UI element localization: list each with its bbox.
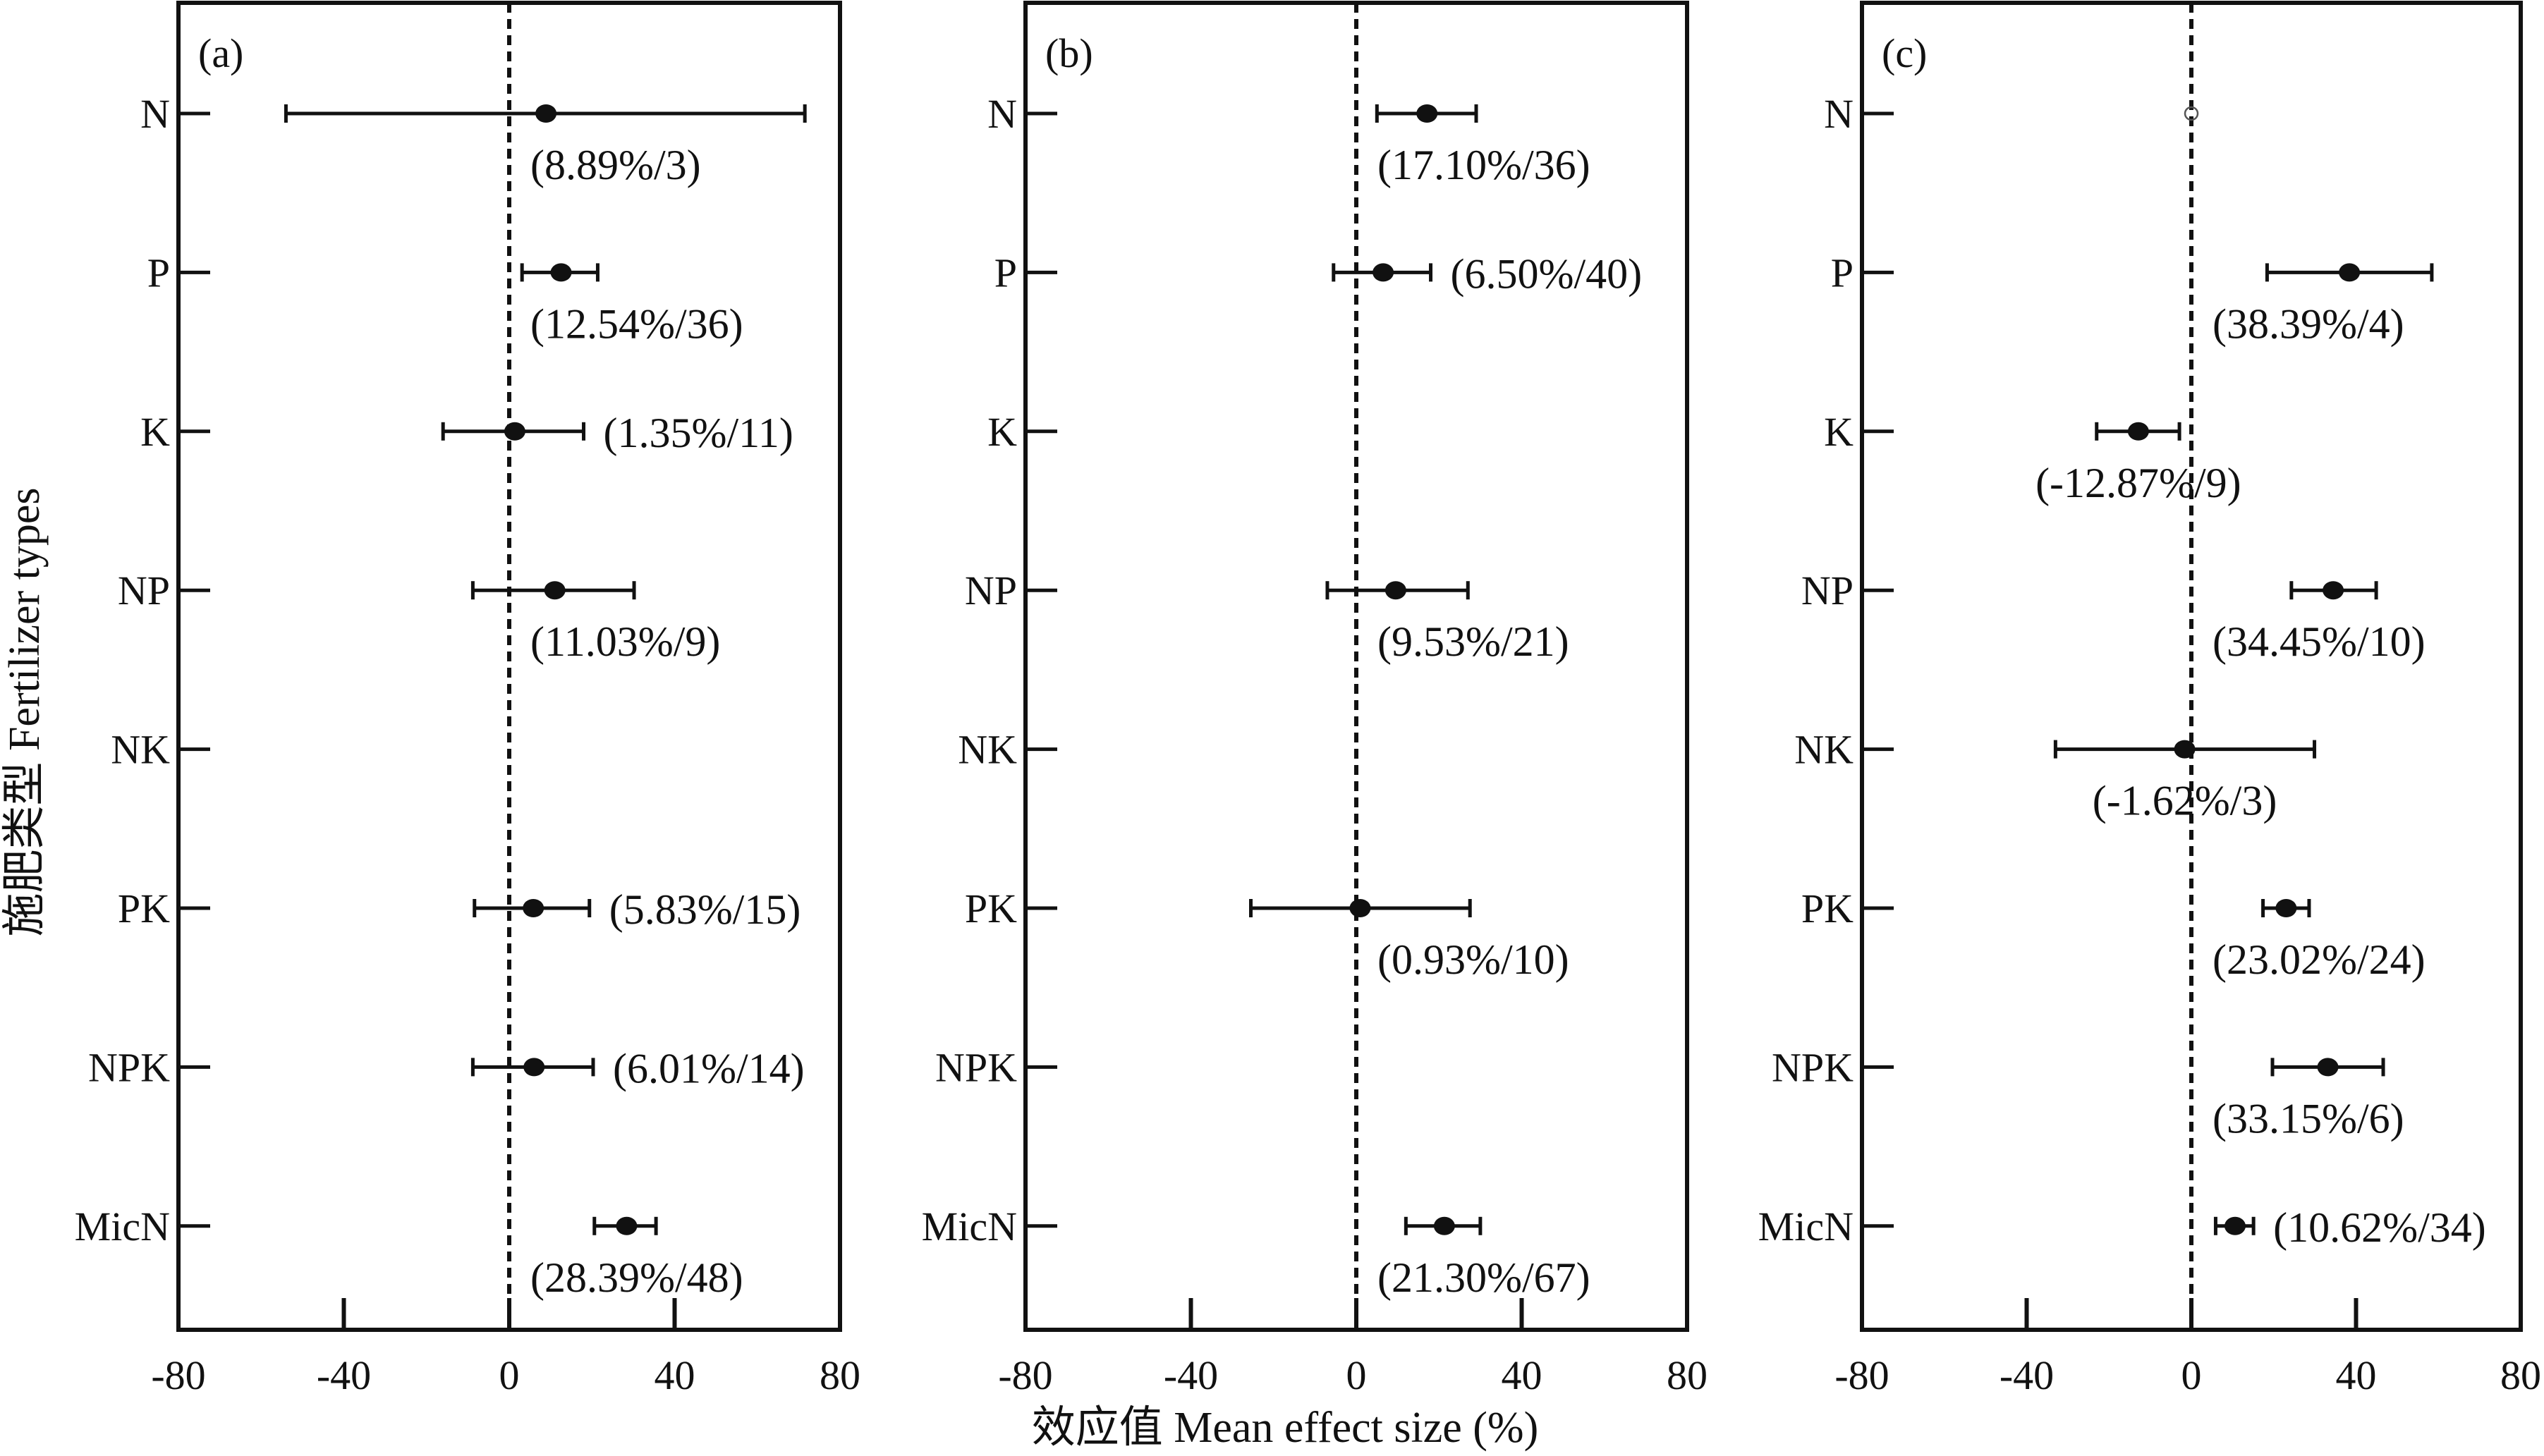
data-label: (0.93%/10) [1377,936,1569,983]
category-label: PK [118,886,170,931]
category-label: MicN [922,1204,1017,1249]
mean-point [523,899,544,917]
x-tick-label: 40 [2336,1352,2377,1398]
category-label: NP [118,568,170,613]
x-tick-label: 40 [655,1352,695,1398]
category-label: MicN [1758,1204,1854,1249]
x-axis-label: 效应值 Mean effect size (%) [1032,1404,1538,1452]
mean-point [2323,581,2344,600]
category-label: P [994,250,1017,295]
x-tick-label: 80 [820,1352,860,1398]
data-label: (9.53%/21) [1377,618,1569,665]
x-tick-label: 0 [2181,1352,2202,1398]
mean-point [2317,1058,2339,1077]
category-label: NPK [88,1044,170,1090]
data-label: (8.89%/3) [530,142,701,188]
category-label: K [1824,409,1854,455]
data-label: (17.10%/36) [1377,142,1590,188]
category-label: NPK [1772,1044,1854,1090]
data-label: (6.50%/40) [1451,250,1643,297]
data-label: (10.62%/34) [2273,1204,2486,1251]
panel-label: (c) [1882,30,1927,76]
mean-point [550,263,572,282]
mean-point [2127,422,2149,441]
mean-point [544,581,566,600]
mean-point [2174,740,2196,759]
x-tick-label: -40 [317,1352,371,1398]
x-tick-label: 80 [2500,1352,2541,1398]
mean-point [1349,899,1371,917]
x-tick-label: -40 [1164,1352,1218,1398]
x-tick-label: 0 [1346,1352,1367,1398]
x-tick-label: -80 [998,1352,1052,1398]
data-label: (1.35%/11) [604,410,793,456]
mean-point-open [2184,106,2199,121]
data-label: (33.15%/6) [2213,1095,2404,1142]
mean-point [523,1058,545,1077]
panel-label: (a) [198,30,243,76]
panel-label: (b) [1045,30,1093,76]
mean-point [1384,581,1406,600]
category-label: PK [965,886,1017,931]
mean-point [1373,263,1394,282]
data-label: (11.03%/9) [530,618,720,665]
data-label: (6.01%/14) [613,1045,805,1091]
category-label: NK [958,727,1017,773]
mean-point [2339,263,2361,282]
data-label: (-12.87%/9) [2035,460,2241,506]
category-label: NK [1794,727,1854,773]
mean-point [2224,1216,2246,1235]
data-label: (-1.62%/3) [2093,778,2277,824]
data-label: (28.39%/48) [530,1254,743,1301]
x-tick-label: 0 [499,1352,520,1398]
data-label: (12.54%/36) [530,300,743,347]
y-axis-label: 施肥类型 Fertilizer types [1,487,49,936]
category-label: K [987,409,1017,455]
category-label: P [147,250,170,295]
x-tick-label: 40 [1502,1352,1542,1398]
category-label: P [1831,250,1854,295]
category-label: N [1824,91,1854,137]
x-tick-label: -80 [151,1352,205,1398]
mean-point [535,104,557,123]
data-label: (38.39%/4) [2213,300,2404,347]
mean-point [504,422,525,441]
category-label: NPK [935,1044,1017,1090]
mean-point [616,1216,638,1235]
x-tick-label: 80 [1667,1352,1708,1398]
mean-point [1416,104,1438,123]
x-tick-label: -80 [1834,1352,1889,1398]
category-label: NK [111,727,170,773]
category-label: K [140,409,170,455]
mean-point [1433,1216,1455,1235]
category-label: PK [1801,886,1854,931]
x-tick-label: -40 [2000,1352,2054,1398]
data-label: (23.02%/24) [2213,936,2426,983]
data-label: (34.45%/10) [2213,618,2426,665]
category-label: N [140,91,170,137]
mean-point [2275,899,2297,917]
data-label: (21.30%/67) [1377,1254,1590,1301]
data-label: (5.83%/15) [609,886,801,933]
category-label: N [987,91,1017,137]
category-label: MicN [75,1204,170,1249]
category-label: NP [965,568,1017,613]
category-label: NP [1801,568,1854,613]
